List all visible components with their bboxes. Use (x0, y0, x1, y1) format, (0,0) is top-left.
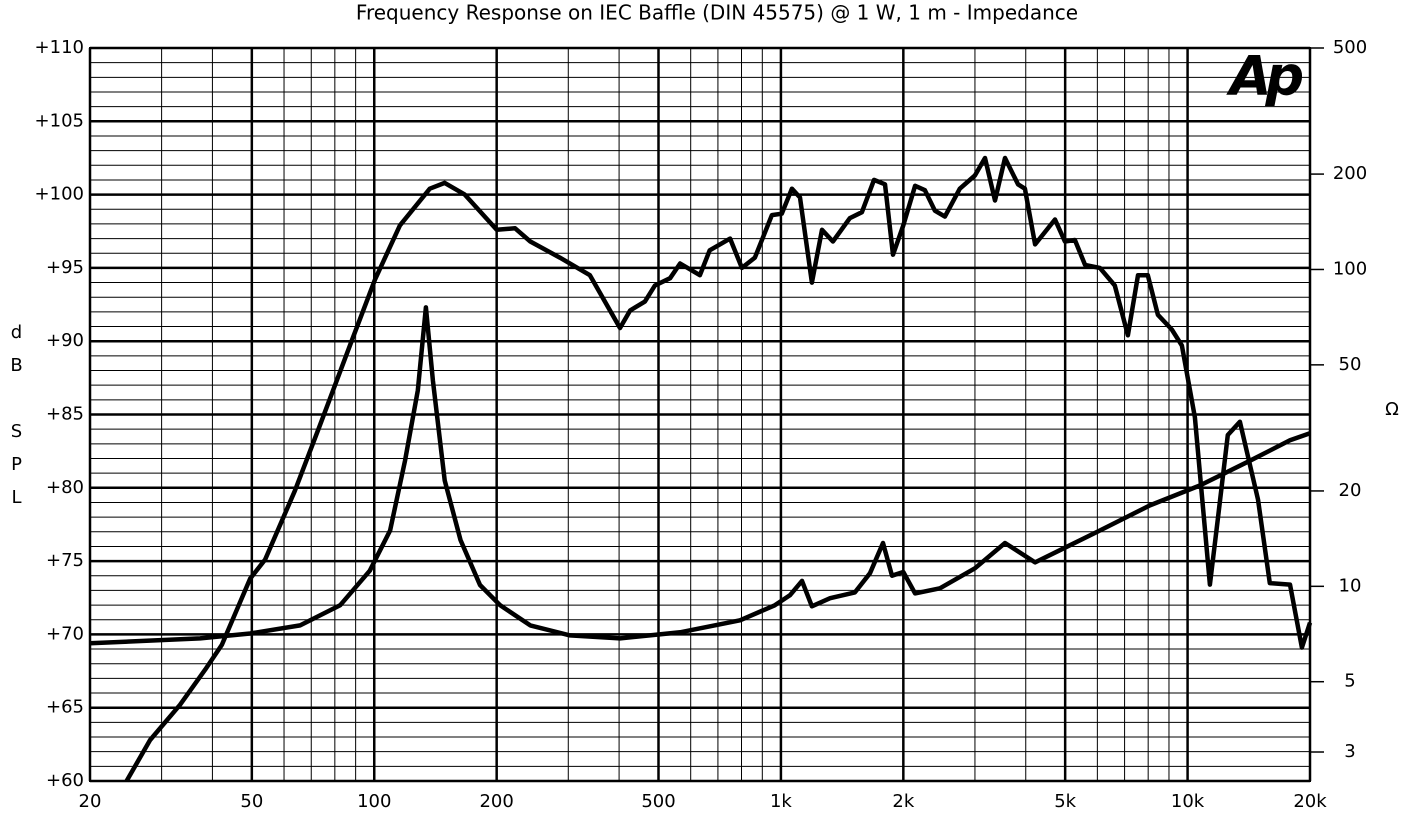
x-tick-label: 50 (240, 791, 263, 812)
x-tick-label: 2k (892, 791, 914, 812)
x-tick-label: 5k (1054, 791, 1076, 812)
x-tick-label: 500 (641, 791, 675, 812)
x-tick-label: 20 (79, 791, 102, 812)
y-tick-label: +95 (46, 257, 84, 278)
series-line (124, 155, 1313, 783)
x-tick-label: 200 (479, 791, 513, 812)
y-tick-label: +80 (46, 477, 84, 498)
y2-tick-label: 500 (1333, 37, 1367, 58)
plot-frame (89, 47, 1311, 782)
y-tick-label: +90 (46, 330, 84, 351)
y-tick-label: +85 (46, 404, 84, 425)
y-tick-label: +65 (46, 697, 84, 718)
y-tick-label: +60 (46, 770, 84, 791)
y2-tick-label: 20 (1339, 480, 1362, 501)
y-tick-label: +110 (35, 37, 84, 58)
y2-tick-label: 100 (1333, 258, 1367, 279)
y2-tick-label: 200 (1333, 163, 1367, 184)
y2-tick-label: 50 (1339, 354, 1362, 375)
y-tick-label: +75 (46, 550, 84, 571)
y2-tick-label: 5 (1344, 671, 1355, 692)
y2-tick-label: 3 (1344, 741, 1355, 762)
y-tick-label: +70 (46, 623, 84, 644)
x-tick-label: 1k (770, 791, 792, 812)
series-line (89, 305, 1311, 646)
x-tick-label: 100 (357, 791, 391, 812)
chart-title: Frequency Response on IEC Baffle (DIN 45… (356, 1, 1078, 25)
y-tick-label: +105 (35, 110, 84, 131)
y-axis-label: dB SPL (6, 322, 27, 520)
y-tick-label: +100 (35, 184, 84, 205)
y2-axis-label: Ω (1385, 399, 1399, 420)
x-tick-label: 10k (1171, 791, 1205, 812)
x-tick-label: 20k (1293, 791, 1327, 812)
logo: Ap (1226, 45, 1303, 108)
y2-tick-label: 10 (1339, 575, 1362, 596)
